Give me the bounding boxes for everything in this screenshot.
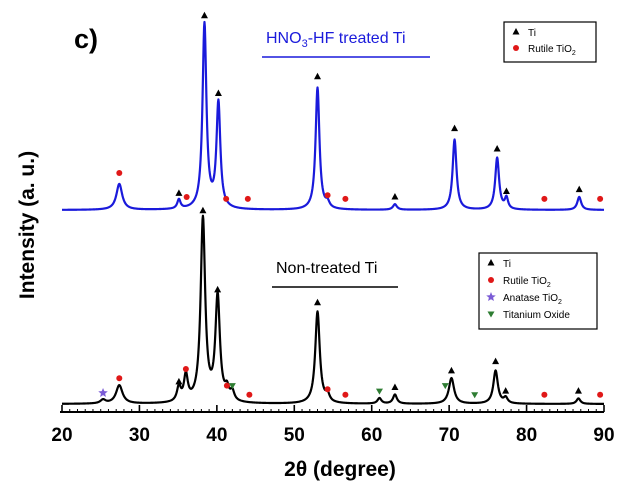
legend-entry-rutile: Rutile TiO2 xyxy=(528,44,576,57)
peak-marker-oxide xyxy=(375,388,383,395)
peak-marker-oxide xyxy=(441,383,449,390)
legend-entry-ti: Ti xyxy=(528,28,536,39)
peak-marker-rutile xyxy=(597,195,604,202)
peak-marker-rutile xyxy=(183,194,190,201)
peak-marker-rutile xyxy=(182,366,189,373)
peak-marker-ti xyxy=(214,285,222,293)
legend-symbol-anatase xyxy=(486,292,496,302)
legend-top: Ti Rutile TiO2 xyxy=(503,21,597,63)
peak-marker-ti xyxy=(575,185,583,193)
legend-entry-oxide: Titanium Oxide xyxy=(503,310,570,321)
legend-symbol-ti xyxy=(512,28,520,35)
peak-marker-ti xyxy=(199,206,207,214)
legend-entry-ti: Ti xyxy=(503,259,511,270)
peak-marker-ti xyxy=(493,144,501,152)
x-tick-label: 30 xyxy=(129,425,150,446)
peak-marker-rutile xyxy=(342,391,349,398)
legend-symbol-ti xyxy=(487,259,495,266)
x-tick-label: 50 xyxy=(284,425,305,446)
peak-marker-oxide xyxy=(471,392,479,399)
x-tick-label: 60 xyxy=(361,425,382,446)
legend-entry-rutile: Rutile TiO2 xyxy=(503,276,551,289)
series-title-untreated: Non-treated Ti xyxy=(272,260,398,288)
legend-symbol-rutile xyxy=(513,45,519,51)
x-tick-label: 80 xyxy=(516,425,537,446)
peak-marker-ti xyxy=(200,11,208,19)
series-line-treated xyxy=(61,20,605,211)
peak-marker-ti xyxy=(175,377,183,385)
svg-text:HNO3-HF treated Ti: HNO3-HF treated Ti xyxy=(266,30,406,50)
y-axis-title: Intensity (a. u.) xyxy=(16,151,39,299)
peak-marker-ti xyxy=(492,357,500,365)
peak-marker-ti xyxy=(574,387,582,394)
x-tick-label: 90 xyxy=(593,425,614,446)
peak-marker-rutile xyxy=(541,195,548,202)
legend-bottom: Ti Rutile TiO2 Anatase TiO2 Titanium Oxide xyxy=(478,252,598,330)
peak-marker-rutile xyxy=(324,192,331,199)
series-title-treated: HNO3-HF treated Ti xyxy=(262,30,430,58)
x-tick-label: 70 xyxy=(439,425,460,446)
peak-marker-rutile xyxy=(246,391,253,398)
legend-symbol-rutile xyxy=(488,277,494,283)
legend-entry-anatase: Anatase TiO2 xyxy=(503,293,562,306)
peak-marker-rutile xyxy=(324,386,331,393)
legend-box xyxy=(503,21,597,63)
legend-box xyxy=(478,252,598,330)
peak-marker-ti xyxy=(314,72,322,80)
panel-label: c) xyxy=(74,24,98,54)
peak-marker-oxide xyxy=(228,383,236,390)
peak-marker-rutile xyxy=(244,195,251,202)
svg-text:Non-treated Ti: Non-treated Ti xyxy=(276,260,377,277)
peak-marker-anatase xyxy=(98,387,108,398)
x-tick-label: 20 xyxy=(51,425,72,446)
peak-marker-ti xyxy=(447,366,455,374)
peak-marker-ti xyxy=(502,387,510,394)
peak-marker-rutile xyxy=(342,195,349,202)
peak-marker-ti xyxy=(314,298,322,306)
peak-marker-rutile xyxy=(541,391,548,398)
peak-marker-ti xyxy=(502,187,510,194)
x-axis-title: 2θ (degree) xyxy=(284,458,396,481)
series-line-untreated xyxy=(61,214,605,405)
legend-symbol-oxide xyxy=(487,311,495,318)
x-tick-label: 40 xyxy=(206,425,227,446)
peak-marker-rutile xyxy=(223,195,230,202)
peak-marker-ti xyxy=(391,383,399,390)
peak-marker-ti xyxy=(214,89,222,96)
peak-marker-rutile xyxy=(116,375,123,382)
peak-marker-rutile xyxy=(597,391,604,398)
peak-marker-ti xyxy=(451,124,459,132)
peak-marker-rutile xyxy=(116,170,123,176)
peak-marker-rutile xyxy=(223,382,230,389)
peak-marker-ti xyxy=(391,193,399,200)
peak-marker-ti xyxy=(175,189,183,196)
